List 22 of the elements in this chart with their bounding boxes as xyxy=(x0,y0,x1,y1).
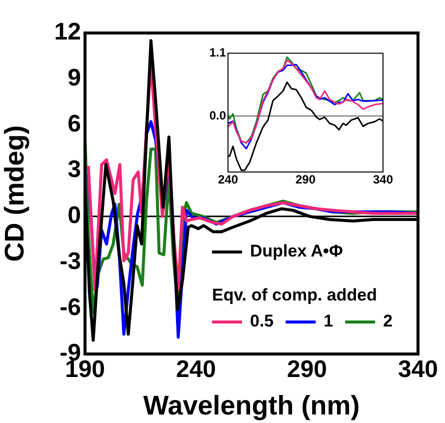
legend-label: 1 xyxy=(324,312,334,331)
y-tick-label: -3 xyxy=(60,248,81,275)
y-tick-label: 0 xyxy=(68,202,81,230)
x-tick-label: 340 xyxy=(372,172,394,187)
y-tick-label: 0.0 xyxy=(209,108,226,122)
legend-label: Duplex A•Φ xyxy=(250,242,343,261)
x-tick-label: 240 xyxy=(176,356,216,384)
y-tick-label: 1.1 xyxy=(209,46,226,60)
x-tick-label: 340 xyxy=(398,356,438,384)
legend-label: 2 xyxy=(383,312,393,331)
y-tick-label: 9 xyxy=(68,64,81,92)
x-tick-label: 290 xyxy=(295,172,316,187)
y-tick-label: 6 xyxy=(68,110,81,138)
x-tick-label: 290 xyxy=(286,356,328,384)
y-axis-title: CD (mdeg) xyxy=(0,125,30,262)
legend-title: Eqv. of comp. added xyxy=(212,286,377,305)
y-tick-label: 12 xyxy=(54,18,81,46)
legend-label: 0.5 xyxy=(250,312,274,331)
x-tick-label: 240 xyxy=(218,172,238,187)
y-tick-label: 3 xyxy=(68,156,81,184)
x-axis-title: Wavelength (nm) xyxy=(143,390,360,420)
y-tick-label: -6 xyxy=(60,294,81,321)
